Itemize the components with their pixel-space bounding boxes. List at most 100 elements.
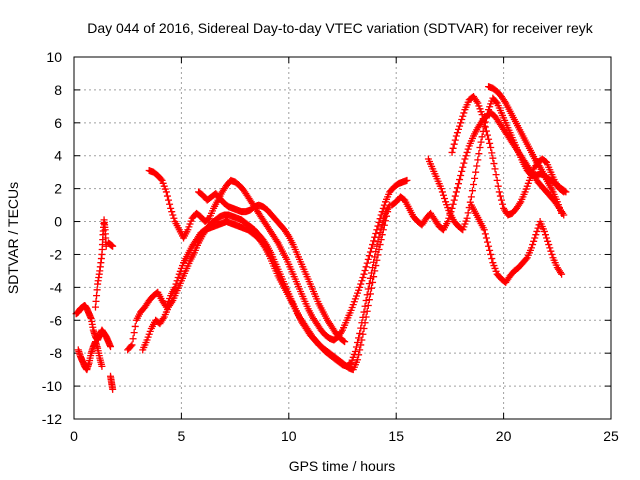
- data-point: [128, 341, 136, 349]
- data-point: [357, 341, 365, 349]
- series-sat-e: [107, 372, 117, 393]
- chart-title: Day 044 of 2016, Sidereal Day-to-day VTE…: [87, 20, 593, 36]
- data-point: [457, 119, 465, 127]
- data-series: [72, 83, 570, 393]
- data-point: [531, 234, 539, 242]
- data-point: [557, 269, 565, 277]
- data-point: [540, 227, 548, 235]
- data-point: [489, 154, 497, 162]
- data-point: [362, 313, 370, 321]
- plot-frame: [73, 56, 612, 420]
- series-sat-d: [104, 239, 117, 250]
- data-point: [475, 150, 483, 158]
- data-point: [360, 270, 368, 278]
- data-point: [558, 270, 566, 278]
- data-point: [450, 140, 458, 148]
- y-tick-label: -10: [42, 378, 62, 394]
- data-point: [478, 133, 486, 141]
- data-point: [492, 171, 500, 179]
- data-point: [351, 348, 359, 356]
- data-point: [362, 297, 370, 305]
- y-axis-label: SDTVAR / TECUs: [5, 182, 21, 294]
- data-point: [174, 273, 182, 281]
- y-tick-label: -4: [50, 279, 63, 295]
- data-point: [456, 176, 464, 184]
- data-point: [452, 132, 460, 140]
- data-point: [273, 237, 281, 245]
- data-point: [364, 301, 372, 309]
- y-tick-label: 8: [54, 82, 62, 98]
- data-point: [449, 144, 457, 152]
- data-point: [487, 250, 495, 258]
- data-point: [374, 251, 382, 259]
- data-point: [379, 204, 387, 212]
- data-point: [373, 256, 381, 264]
- data-point: [363, 259, 371, 267]
- data-point: [486, 246, 494, 254]
- data-point: [532, 231, 540, 239]
- data-point: [167, 204, 175, 212]
- data-point: [380, 201, 388, 209]
- data-point: [166, 200, 174, 208]
- data-point: [480, 119, 488, 127]
- data-point: [360, 325, 368, 332]
- data-point: [162, 188, 170, 196]
- data-point: [365, 280, 373, 288]
- data-point: [499, 200, 507, 208]
- data-point: [535, 162, 543, 170]
- data-point: [483, 131, 491, 139]
- data-point: [516, 199, 524, 207]
- x-axis-label: GPS time / hours: [289, 458, 396, 474]
- data-point: [488, 255, 496, 263]
- data-point: [378, 231, 386, 239]
- data-point: [482, 234, 490, 242]
- data-point: [362, 263, 370, 271]
- data-point: [473, 162, 481, 170]
- data-point: [163, 192, 171, 200]
- data-point: [468, 187, 476, 195]
- x-tick-label: 0: [70, 428, 78, 444]
- data-point: [363, 307, 371, 315]
- data-point: [451, 136, 459, 144]
- data-point: [370, 237, 378, 245]
- data-point: [356, 329, 364, 337]
- data-point: [366, 248, 374, 256]
- data-point: [363, 291, 371, 299]
- data-point: [463, 148, 471, 156]
- data-point: [376, 241, 384, 249]
- data-point: [441, 195, 449, 203]
- data-point: [438, 188, 446, 196]
- data-point: [165, 196, 173, 204]
- data-point: [453, 184, 461, 192]
- data-point: [383, 212, 391, 220]
- y-tick-label: 10: [46, 49, 62, 65]
- data-point: [360, 308, 368, 316]
- data-point: [366, 290, 374, 298]
- data-point: [534, 224, 542, 232]
- data-point: [548, 250, 556, 258]
- data-point: [462, 152, 470, 160]
- data-point: [337, 328, 345, 336]
- data-point: [129, 335, 137, 343]
- data-point: [545, 241, 553, 249]
- data-point: [437, 185, 445, 193]
- data-point: [372, 262, 380, 270]
- data-point: [157, 175, 165, 183]
- data-point: [544, 237, 552, 245]
- data-point: [541, 231, 549, 239]
- data-point: [365, 296, 373, 304]
- data-point: [490, 160, 498, 168]
- data-point: [463, 214, 471, 222]
- data-point: [403, 176, 411, 184]
- data-point: [543, 234, 551, 242]
- data-point: [458, 116, 466, 124]
- data-point: [472, 168, 480, 176]
- y-tick-label: 0: [54, 214, 62, 230]
- data-point: [480, 226, 488, 234]
- data-point: [494, 182, 502, 190]
- data-point: [262, 241, 270, 249]
- data-point: [457, 171, 465, 179]
- data-point: [340, 337, 348, 345]
- y-tick-label: 2: [54, 181, 62, 197]
